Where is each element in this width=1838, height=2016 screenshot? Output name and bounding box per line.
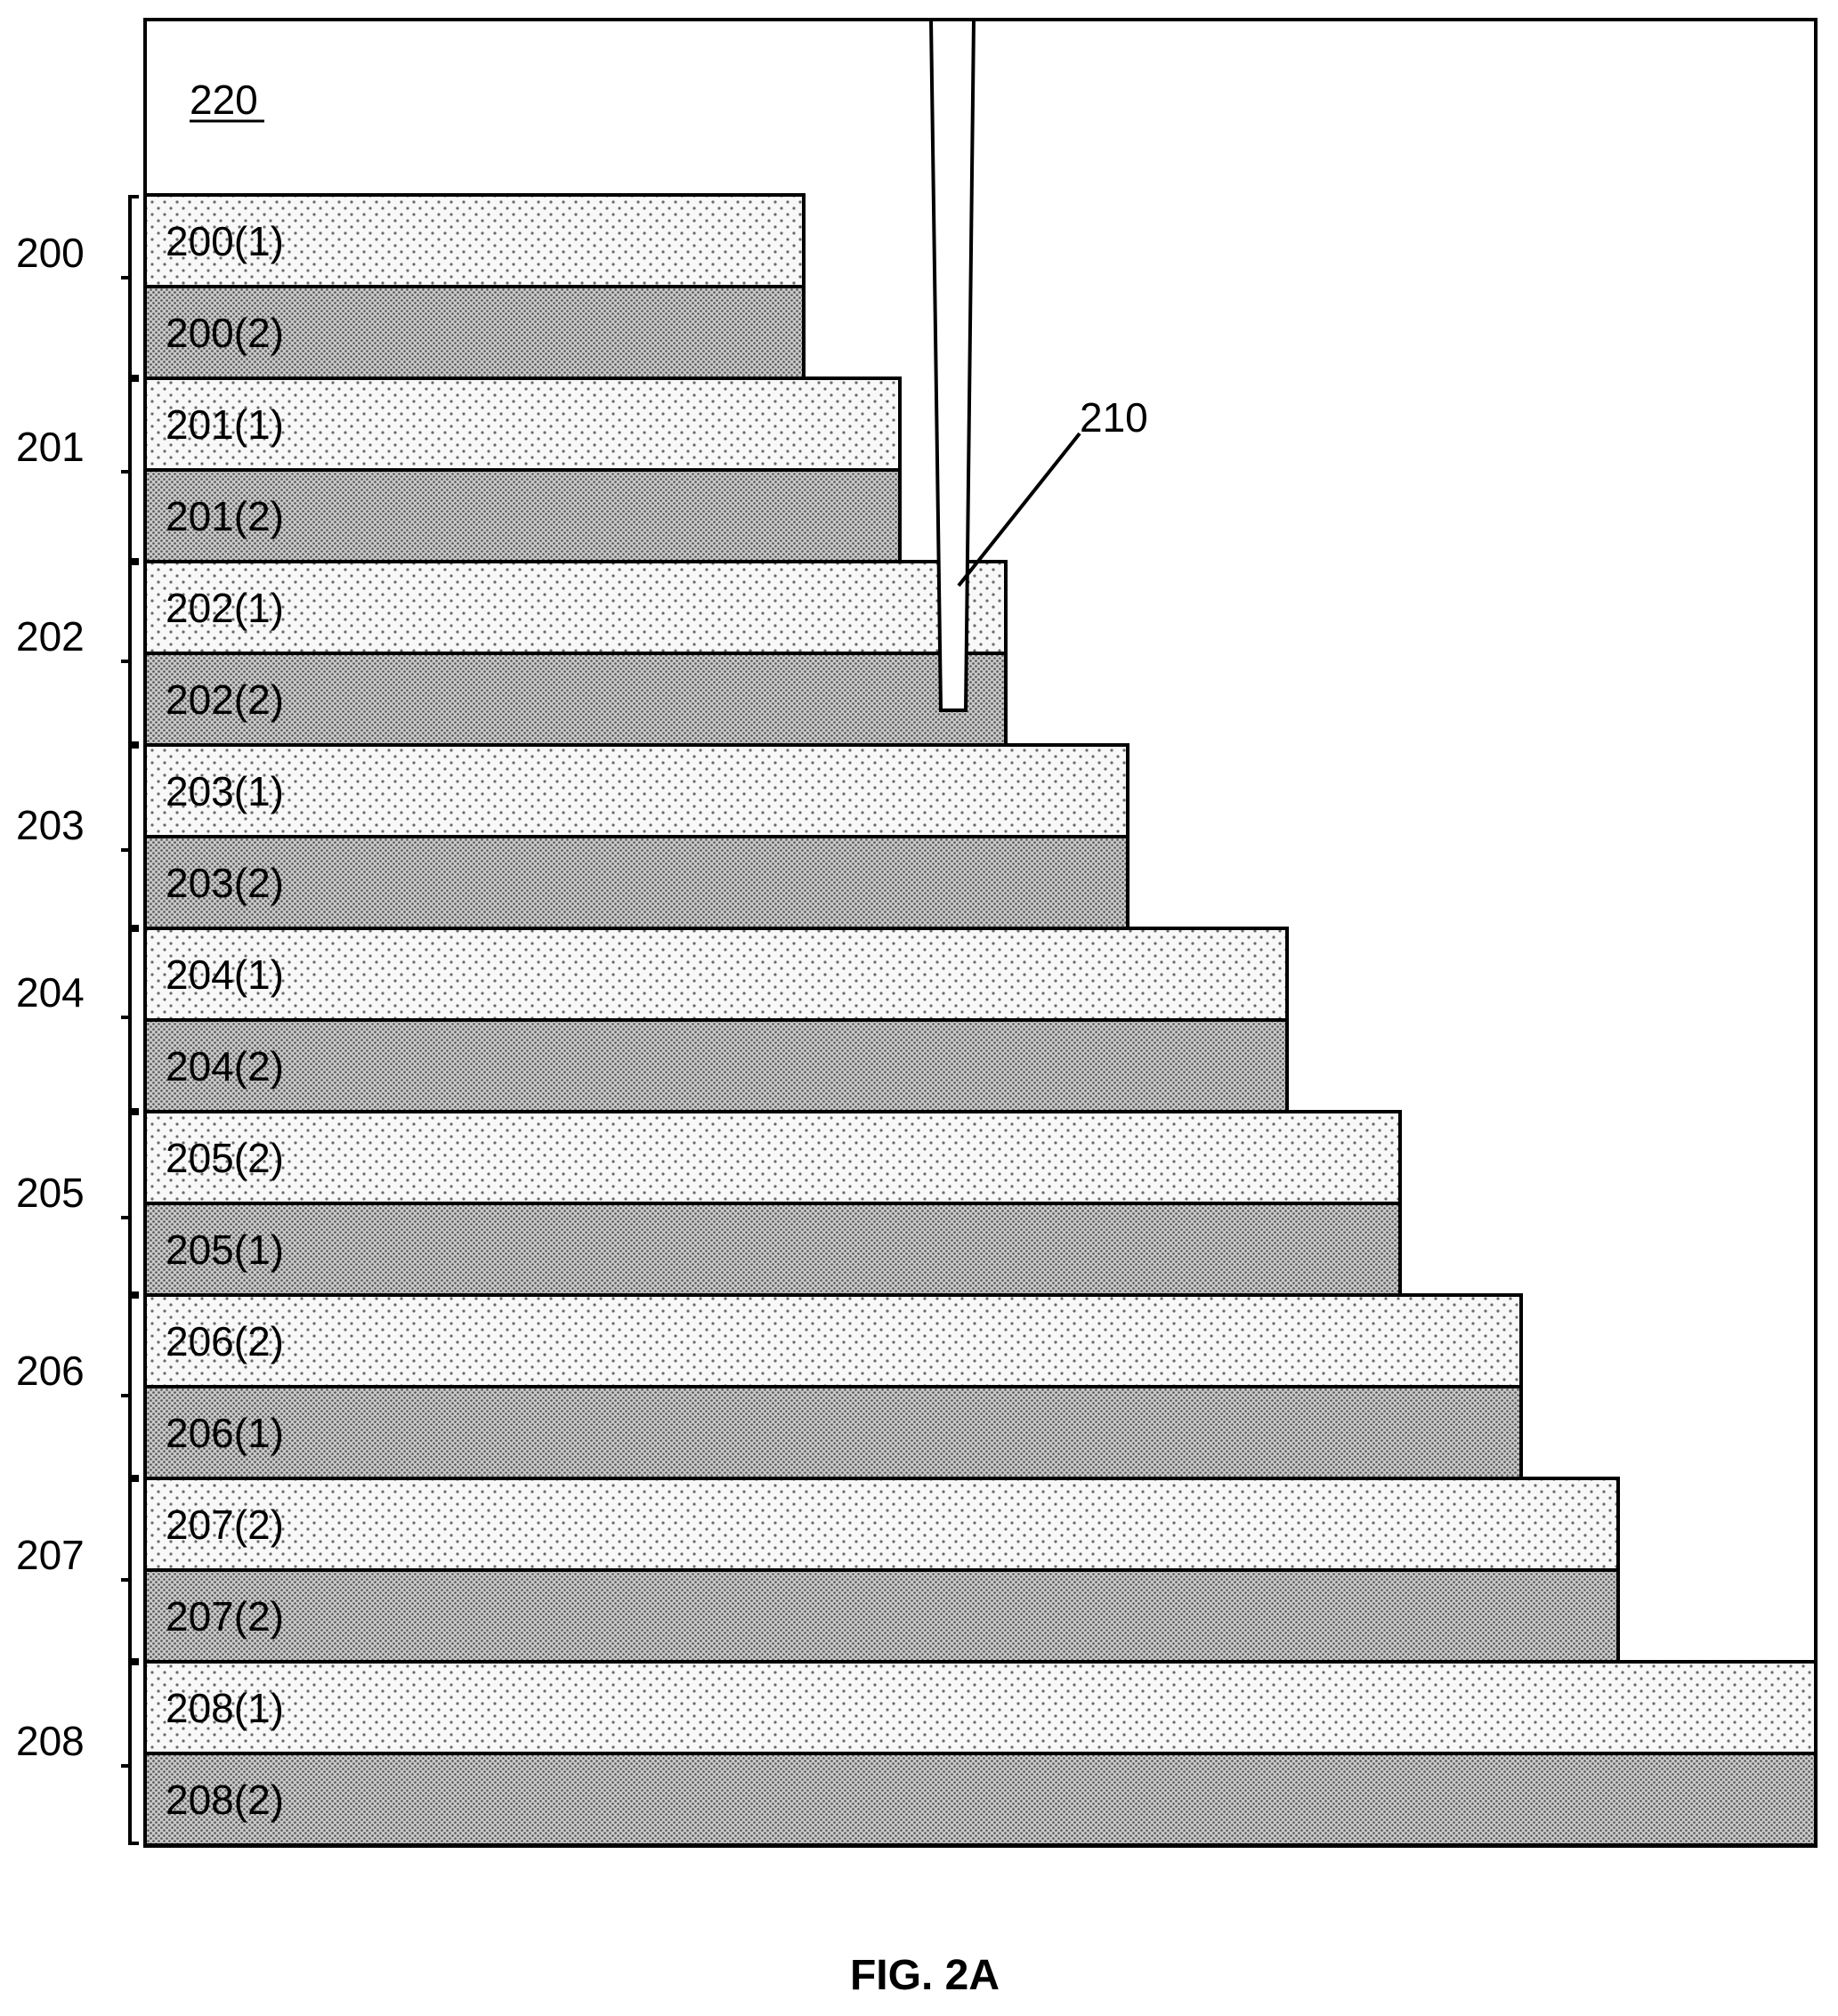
figure-caption: FIG. 2A [850,1952,1000,1999]
tier-205: 205(2) 205(1) 205 [16,1110,1402,1297]
layer-label: 201(2) [166,493,284,539]
tier-200: 200(1) 200(2) 200 [16,193,806,380]
tier-208: 208(1) 208(2) 208 [16,1660,1818,1847]
layer-207-2 [143,1568,1620,1664]
layer-label: 200(2) [166,310,284,356]
layer-label: 204(1) [166,951,284,998]
tier-202: 202(1) 202(2) 202 [16,560,1008,747]
layer-203-2 [143,835,1130,930]
tier-label: 200 [16,230,85,276]
layer-stack: 200(1)200(2)200201(1)201(2)201202(1)202(… [16,193,1818,1847]
tier-bracket [128,1295,139,1478]
tier-bracket [128,928,139,1112]
layer-203-1 [143,743,1130,838]
tier-label: 207 [16,1532,85,1578]
tier-bracket [128,1662,139,1845]
layer-200-2 [143,285,806,380]
tier-label: 206 [16,1348,85,1394]
region-label: 220 [190,77,258,123]
layer-201-1 [143,376,902,472]
layer-208-2 [143,1752,1818,1847]
tier-bracket [128,562,139,745]
layer-label: 206(2) [166,1318,284,1364]
tier-201: 201(1) 201(2) 201 [16,376,902,563]
layer-204-1 [143,927,1289,1022]
tier-label: 205 [16,1170,85,1216]
tier-207: 207(2) 207(2) 207 [16,1477,1620,1664]
layer-206-2 [143,1293,1523,1389]
tier-bracket [128,195,139,378]
tier-bracket [128,378,139,562]
tier-label: 201 [16,424,85,470]
contact-plug [928,18,976,712]
tier-bracket [128,745,139,928]
tier-bracket [128,1112,139,1295]
contact-leader-line [957,432,1081,587]
layer-label: 204(2) [166,1043,284,1089]
contact-label: 210 [1080,394,1148,441]
tier-203: 203(1) 203(2) 203 [16,743,1130,930]
layer-label: 203(1) [166,768,284,814]
layer-label: 205(1) [166,1227,284,1273]
layer-label: 203(2) [166,860,284,906]
layer-204-2 [143,1018,1289,1113]
tier-label: 202 [16,613,85,660]
layer-label: 208(1) [166,1685,284,1731]
layer-200-1 [143,193,806,288]
layer-label: 206(1) [166,1410,284,1456]
layer-207-2 [143,1477,1620,1572]
layer-label: 200(1) [166,218,284,264]
tier-label: 204 [16,969,85,1016]
tier-label: 203 [16,802,85,848]
layer-label: 205(2) [166,1135,284,1181]
layer-205-1 [143,1202,1402,1297]
tier-bracket [128,1478,139,1662]
layer-label: 208(2) [166,1777,284,1823]
layer-202-1 [143,560,1008,655]
layer-label: 202(1) [166,585,284,631]
layer-label: 207(2) [166,1502,284,1548]
layer-206-1 [143,1385,1523,1480]
layer-label: 201(1) [166,401,284,448]
layer-label: 202(2) [166,676,284,723]
tier-206: 206(2) 206(1) 206 [16,1293,1523,1480]
layer-208-1 [143,1660,1818,1755]
layer-label: 207(2) [166,1593,284,1640]
tier-204: 204(1) 204(2) 204 [16,927,1289,1113]
layer-205-2 [143,1110,1402,1205]
tier-label: 208 [16,1718,85,1764]
